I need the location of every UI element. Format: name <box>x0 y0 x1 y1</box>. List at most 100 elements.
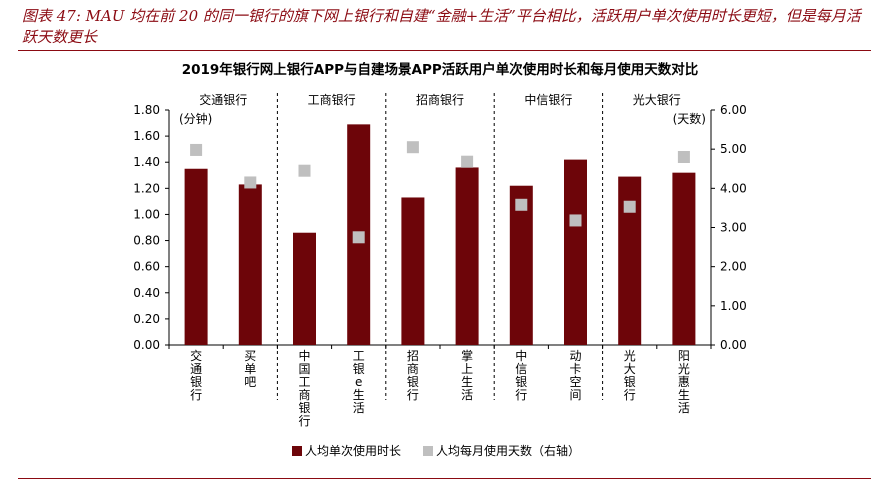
right-tick-label: 2.00 <box>720 260 747 274</box>
group-label: 交通银行 <box>199 92 247 107</box>
point-marker <box>298 164 311 177</box>
chart-title: 2019年银行网上银行APP与自建场景APP活跃用户单次使用时长和每月使用天数对… <box>182 61 699 78</box>
category-label: 中国工商银行 <box>298 348 310 428</box>
point-series <box>190 141 690 244</box>
point-marker <box>190 143 203 156</box>
category-label-char: 商 <box>298 387 310 402</box>
category-label-char: 银 <box>353 362 365 376</box>
category-label: 买单吧 <box>244 349 256 389</box>
category-label-char: 工 <box>298 375 310 389</box>
category-label-char: 大 <box>624 362 636 376</box>
point-marker <box>515 198 528 211</box>
category-label: 阳光惠生活 <box>678 349 690 415</box>
legend-label-point: 人均每月使用天数（右轴） <box>436 443 580 458</box>
bar <box>455 167 479 345</box>
right-tick-label: 1.00 <box>720 299 747 313</box>
right-tick-label: 0.00 <box>720 338 747 352</box>
category-label-char: 光 <box>624 349 636 363</box>
bar <box>184 168 208 345</box>
group-label: 光大银行 <box>633 93 681 107</box>
category-label-char: 生 <box>461 375 473 389</box>
category-label-char: 动 <box>569 349 581 363</box>
bar <box>618 176 642 345</box>
bar-series <box>184 124 696 345</box>
category-label-char: 吧 <box>244 375 256 389</box>
point-marker <box>623 200 636 213</box>
category-label-char: 惠 <box>678 375 690 389</box>
category-label-char: 间 <box>569 388 581 402</box>
bar <box>564 159 587 345</box>
category-label-char: 国 <box>298 362 310 376</box>
tick-labels: 0.00 0.20 0.40 0.60 0.80 1.00 1.20 1.40 1.60 1.80… <box>133 103 746 428</box>
category-label-char: 生 <box>353 388 365 402</box>
point-marker <box>244 176 257 189</box>
right-axis-unit: (天数) <box>673 111 706 126</box>
category-label-char: 中 <box>515 348 527 363</box>
category-label-char: 行 <box>407 388 419 402</box>
category-label-char: 行 <box>515 388 527 402</box>
category-label-char: 生 <box>678 388 690 402</box>
category-label-char: 招 <box>407 349 419 363</box>
category-label-char: 行 <box>624 388 636 402</box>
point-marker <box>352 231 365 244</box>
category-label-char: 上 <box>461 362 473 376</box>
point-marker <box>461 155 474 168</box>
category-label: 光大银行 <box>624 349 636 402</box>
bar <box>509 185 533 345</box>
bottom-divider <box>18 478 871 479</box>
category-label-char: 阳 <box>678 349 690 363</box>
category-label-char: 单 <box>244 362 256 376</box>
point-marker <box>406 141 419 154</box>
category-label-char: 卡 <box>569 362 581 376</box>
category-label-char: 活 <box>353 401 365 415</box>
bar <box>238 184 262 345</box>
left-tick-label: 1.20 <box>133 181 160 195</box>
legend: 人均单次使用时长 人均每月使用天数（右轴） <box>292 443 580 458</box>
category-label-char: 买 <box>244 349 256 363</box>
category-label: 掌上生活 <box>461 349 473 402</box>
category-label-char: 掌 <box>461 349 473 363</box>
category-label-char: 行 <box>298 414 310 428</box>
legend-swatch-bar <box>292 446 302 456</box>
group-label: 招商银行 <box>416 92 464 107</box>
category-label-char: 活 <box>678 401 690 415</box>
category-label-char: 空 <box>569 375 581 389</box>
left-tick-label: 1.60 <box>133 129 160 143</box>
category-label-char: 交 <box>190 348 202 363</box>
category-label-char: 光 <box>678 362 690 376</box>
category-label: 中信银行 <box>515 348 527 402</box>
category-label-char: 银 <box>298 401 310 415</box>
left-tick-label: 1.40 <box>133 155 160 169</box>
category-label-char: 活 <box>461 388 473 402</box>
category-label-char: 通 <box>190 362 202 376</box>
category-label-char: 行 <box>190 388 202 402</box>
category-label-char: 中 <box>298 348 310 363</box>
category-label-char: 商 <box>407 361 419 376</box>
left-axis-unit: (分钟) <box>179 111 212 126</box>
bar <box>672 172 696 345</box>
left-tick-label: 0.80 <box>133 234 160 248</box>
category-label: 交通银行 <box>190 348 202 402</box>
category-label-char: 银 <box>407 375 419 389</box>
right-tick-label: 4.00 <box>720 181 747 195</box>
bar <box>293 232 316 345</box>
caption-divider <box>18 50 871 51</box>
right-tick-label: 3.00 <box>720 221 747 235</box>
right-tick-label: 6.00 <box>720 103 747 117</box>
bar <box>401 197 425 345</box>
category-label: 工银 e 生活 <box>353 349 365 415</box>
left-tick-label: 0.40 <box>133 286 160 300</box>
category-label-char: 银 <box>515 375 527 389</box>
left-tick-label: 0.60 <box>133 260 160 274</box>
category-label-char: e <box>355 375 362 389</box>
point-marker <box>677 151 690 163</box>
bank-groups: 交通银行 工商银行 招商银行 中信银行 光大银行 <box>199 92 681 400</box>
category-label: 动卡空间 <box>569 349 581 402</box>
left-tick-label: 0.00 <box>133 338 160 352</box>
left-tick-label: 1.00 <box>133 207 160 221</box>
group-label: 工商银行 <box>308 92 356 107</box>
left-tick-label: 0.20 <box>133 312 160 326</box>
category-label-char: 银 <box>190 375 202 389</box>
right-tick-label: 5.00 <box>720 142 747 156</box>
